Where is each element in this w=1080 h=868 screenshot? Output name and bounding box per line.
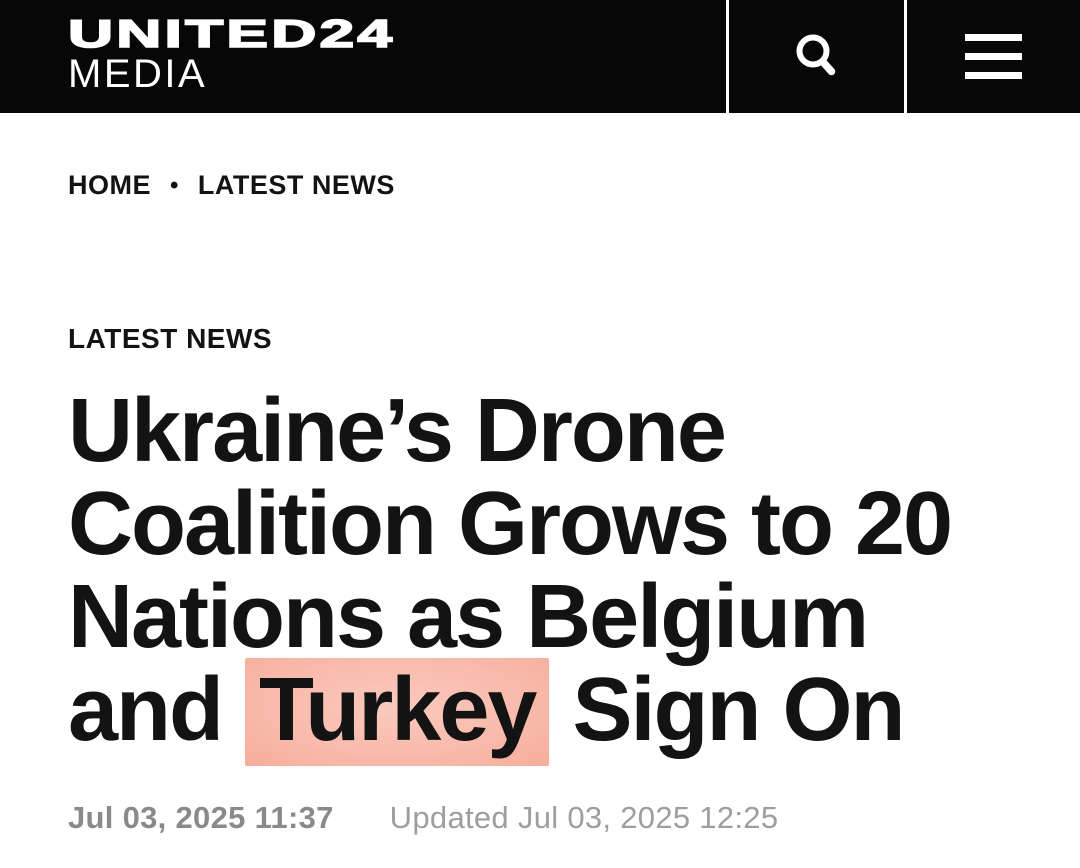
site-logo[interactable]: UNITED24 MEDIA bbox=[67, 14, 394, 96]
hamburger-menu-icon bbox=[965, 34, 1022, 79]
site-header: UNITED24 MEDIA bbox=[0, 0, 1080, 113]
headline-line-2: Coalition Grows to 20 bbox=[68, 474, 953, 574]
search-button[interactable] bbox=[729, 0, 904, 113]
headline-line-3: Nations as Belgium bbox=[68, 567, 869, 667]
headline-line-1: Ukraine’s Drone bbox=[68, 381, 727, 481]
headline-line-4-post: Sign On bbox=[549, 660, 905, 760]
logo-line-media: MEDIA bbox=[68, 52, 208, 96]
header-divider bbox=[904, 0, 907, 113]
menu-button[interactable] bbox=[907, 0, 1080, 113]
search-icon bbox=[796, 34, 835, 75]
article-page: HOME • LATEST NEWS LATEST NEWS Ukraine’s… bbox=[0, 170, 1080, 836]
logo-line-united24: UNITED24 bbox=[67, 13, 396, 56]
header-divider bbox=[726, 0, 729, 113]
breadcrumb-latest-news-link[interactable]: LATEST NEWS bbox=[197, 170, 395, 200]
article-meta: Jul 03, 2025 11:37 Updated Jul 03, 2025 … bbox=[68, 799, 1080, 836]
updated-timestamp: Updated Jul 03, 2025 12:25 bbox=[389, 800, 779, 835]
headline-highlight: Turkey bbox=[245, 658, 550, 766]
headline-line-4: and Turkey Sign On bbox=[68, 658, 1080, 766]
article-headline: Ukraine’s Drone Coalition Grows to 20 Na… bbox=[68, 381, 1080, 766]
headline-line-4-pre: and bbox=[68, 660, 246, 760]
breadcrumb-separator-dot: • bbox=[170, 172, 179, 199]
breadcrumb-home-link[interactable]: HOME bbox=[68, 170, 151, 200]
category-label: LATEST NEWS bbox=[68, 323, 273, 354]
breadcrumb: HOME • LATEST NEWS bbox=[68, 170, 1080, 201]
published-timestamp: Jul 03, 2025 11:37 bbox=[68, 800, 334, 835]
